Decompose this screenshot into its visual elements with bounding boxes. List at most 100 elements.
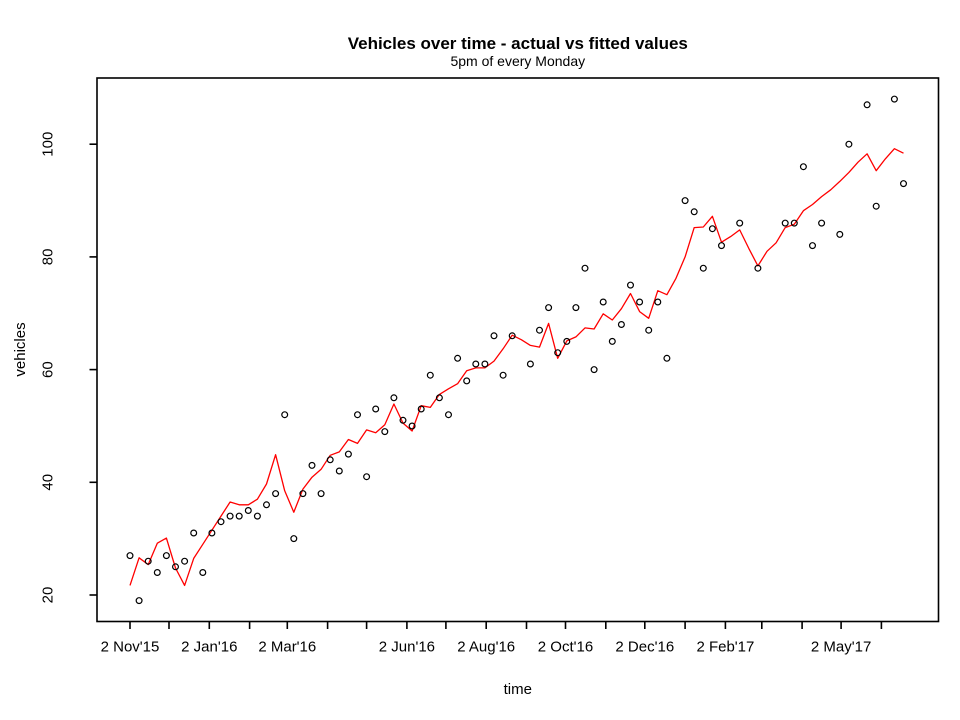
data-point <box>445 411 453 419</box>
data-point <box>645 326 653 334</box>
data-point <box>272 490 280 498</box>
data-point <box>508 332 516 340</box>
data-point <box>153 568 161 576</box>
data-point <box>135 597 143 605</box>
data-point <box>736 219 744 227</box>
data-point <box>299 490 307 498</box>
data-point <box>217 518 225 526</box>
data-point <box>435 394 443 402</box>
data-point <box>636 298 644 306</box>
data-point <box>408 422 416 430</box>
data-point <box>808 242 816 250</box>
data-point <box>781 219 789 227</box>
data-point <box>172 563 180 571</box>
data-point <box>663 354 671 362</box>
data-point <box>399 416 407 424</box>
data-point <box>490 332 498 340</box>
data-point <box>317 490 325 498</box>
data-point <box>481 360 489 368</box>
data-point <box>390 394 398 402</box>
data-point <box>381 428 389 436</box>
y-tick-label: 20 <box>40 587 57 604</box>
x-tick-label: 2 Jan'16 <box>181 639 237 656</box>
data-point <box>717 242 725 250</box>
data-point <box>463 377 471 385</box>
data-point <box>754 264 762 272</box>
data-point <box>126 552 134 560</box>
data-point <box>790 219 798 227</box>
x-tick-label: 2 Nov'15 <box>101 639 160 656</box>
data-point <box>499 371 507 379</box>
data-point <box>590 366 598 374</box>
data-point <box>472 360 480 368</box>
y-tick-label: 60 <box>40 361 57 378</box>
data-point <box>281 411 289 419</box>
data-point <box>899 180 907 188</box>
data-point <box>563 337 571 345</box>
data-point <box>199 568 207 576</box>
chart-title: Vehicles over time - actual vs fitted va… <box>348 34 688 53</box>
data-point <box>845 140 853 148</box>
x-tick-label: 2 Oct'16 <box>538 639 593 656</box>
data-point <box>235 512 243 520</box>
x-tick-label: 2 May'17 <box>811 639 871 656</box>
data-point <box>654 298 662 306</box>
data-point <box>599 298 607 306</box>
data-point <box>863 101 871 109</box>
chart-subtitle: 5pm of every Monday <box>450 53 585 69</box>
data-point <box>308 461 316 469</box>
data-point <box>608 337 616 345</box>
data-point <box>872 202 880 210</box>
plot-box <box>96 77 940 623</box>
data-point <box>699 264 707 272</box>
data-point <box>572 304 580 312</box>
chart-generated-content: 2 Nov'15 2 Jan'16 2 Mar'16 2 Jun'16 2 Aug'16… <box>40 77 940 656</box>
data-point <box>354 411 362 419</box>
y-tick-label: 40 <box>40 474 57 491</box>
data-point <box>426 371 434 379</box>
data-point <box>253 512 261 520</box>
x-tick-label: 2 Feb'17 <box>696 639 754 656</box>
data-point <box>626 281 634 289</box>
data-point <box>581 264 589 272</box>
y-axis-label: vehicles <box>12 322 29 376</box>
data-point <box>617 321 625 329</box>
data-point <box>335 467 343 475</box>
data-point <box>290 535 298 543</box>
data-point <box>190 529 198 537</box>
data-point <box>208 529 216 537</box>
data-point <box>226 512 234 520</box>
x-tick-label: 2 Dec'16 <box>615 639 674 656</box>
data-point <box>690 208 698 216</box>
fitted-line <box>129 148 904 587</box>
data-point <box>535 326 543 334</box>
data-point <box>526 360 534 368</box>
data-point <box>417 405 425 413</box>
data-point <box>372 405 380 413</box>
x-tick-label: 2 Aug'16 <box>457 639 515 656</box>
data-point <box>545 304 553 312</box>
y-tick-label: 100 <box>40 132 57 157</box>
data-point <box>326 456 334 464</box>
data-point <box>144 557 152 565</box>
data-point <box>263 501 271 509</box>
x-axis-label: time <box>504 681 532 698</box>
data-point <box>836 230 844 238</box>
data-point <box>554 349 562 357</box>
data-point <box>454 354 462 362</box>
data-point <box>344 450 352 458</box>
data-point <box>818 219 826 227</box>
data-point <box>363 473 371 481</box>
data-point <box>799 163 807 171</box>
data-point <box>708 225 716 233</box>
data-point <box>244 507 252 515</box>
data-point <box>181 557 189 565</box>
x-tick-label: 2 Mar'16 <box>258 639 316 656</box>
data-point <box>890 95 898 103</box>
y-tick-label: 80 <box>40 249 57 266</box>
data-point <box>681 197 689 205</box>
data-point <box>162 552 170 560</box>
x-tick-label: 2 Jun'16 <box>379 639 435 656</box>
